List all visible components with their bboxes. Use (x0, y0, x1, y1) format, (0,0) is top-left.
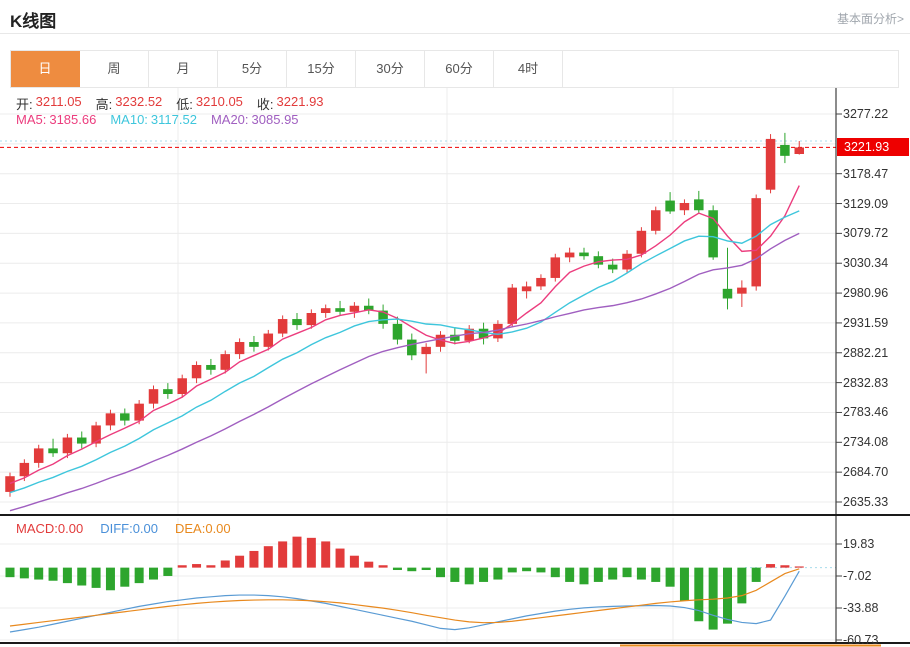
ma10-value: 3117.52 (150, 112, 197, 127)
high-value: 3232.52 (115, 94, 163, 109)
dea-value: DEA:0.00 (175, 521, 231, 536)
tab-60分[interactable]: 60分 (425, 51, 494, 87)
y-axis-label: 2635.33 (843, 495, 889, 509)
y-axis-label: 2783.46 (843, 405, 889, 420)
macd-axis-label: -7.02 (843, 568, 872, 583)
ma5-label: MA5: (16, 112, 47, 127)
macd-axis-label: -60.73 (843, 633, 879, 647)
tab-5分[interactable]: 5分 (218, 51, 287, 87)
ma-legend-row: MA5: 3185.66 MA10: 3117.52 MA20: 3085.95 (16, 112, 299, 127)
low-value: 3210.05 (195, 94, 243, 109)
close-value: 3221.93 (276, 94, 324, 109)
diff-value: DIFF:0.00 (100, 521, 158, 536)
tab-月[interactable]: 月 (149, 51, 218, 87)
y-axis-label: 2832.83 (843, 375, 889, 390)
current-price-badge: 3221.93 (837, 138, 909, 157)
fundamental-analysis-link[interactable]: 基本面分析> (836, 12, 904, 26)
y-axis-label: 2684.70 (843, 465, 889, 480)
macd-legend-row: MACD:0.00 DIFF:0.00 DEA:0.00 (16, 521, 231, 536)
tab-15分[interactable]: 15分 (287, 51, 356, 87)
open-value: 3211.05 (35, 94, 82, 109)
ma10-label: MA10: (110, 112, 148, 127)
high-label: 高: (95, 97, 113, 112)
ma5-value: 3185.66 (49, 112, 97, 127)
page-title: K线图 (10, 12, 57, 31)
macd-axis-label: 19.83 (843, 537, 875, 551)
y-axis-label: 3129.09 (843, 196, 889, 211)
ma20-value: 3085.95 (251, 112, 299, 127)
ohlc-row: 开: 3211.05 高: 3232.52 低: 3210.05 收: 3221.93 (16, 94, 324, 113)
y-axis-label: 2882.21 (843, 345, 889, 360)
period-tab-bar: 日周月 5分 15分 30分 60分 4时 (10, 50, 899, 88)
close-label: 收: (256, 97, 274, 112)
macd-axis-label: -33.88 (843, 601, 879, 615)
tab-30分[interactable]: 30分 (356, 51, 425, 87)
low-label: 低: (176, 97, 193, 112)
y-axis-label: 3030.34 (843, 256, 889, 271)
y-axis-label: 2931.59 (843, 315, 889, 330)
macd-value: MACD:0.00 (16, 521, 84, 536)
ma20-label: MA20: (210, 112, 249, 127)
y-axis-label: 3277.22 (843, 107, 889, 121)
tab-周[interactable]: 周 (80, 51, 149, 87)
y-axis-label: 3079.72 (843, 226, 889, 241)
tab-日[interactable]: 日 (11, 51, 80, 87)
open-label: 开: (16, 97, 33, 112)
y-axis-label: 2734.08 (843, 435, 889, 450)
title-divider (0, 33, 910, 34)
tab-4时[interactable]: 4时 (494, 51, 563, 87)
y-axis-label: 3178.47 (843, 166, 889, 181)
y-axis-label: 2980.96 (843, 286, 889, 301)
